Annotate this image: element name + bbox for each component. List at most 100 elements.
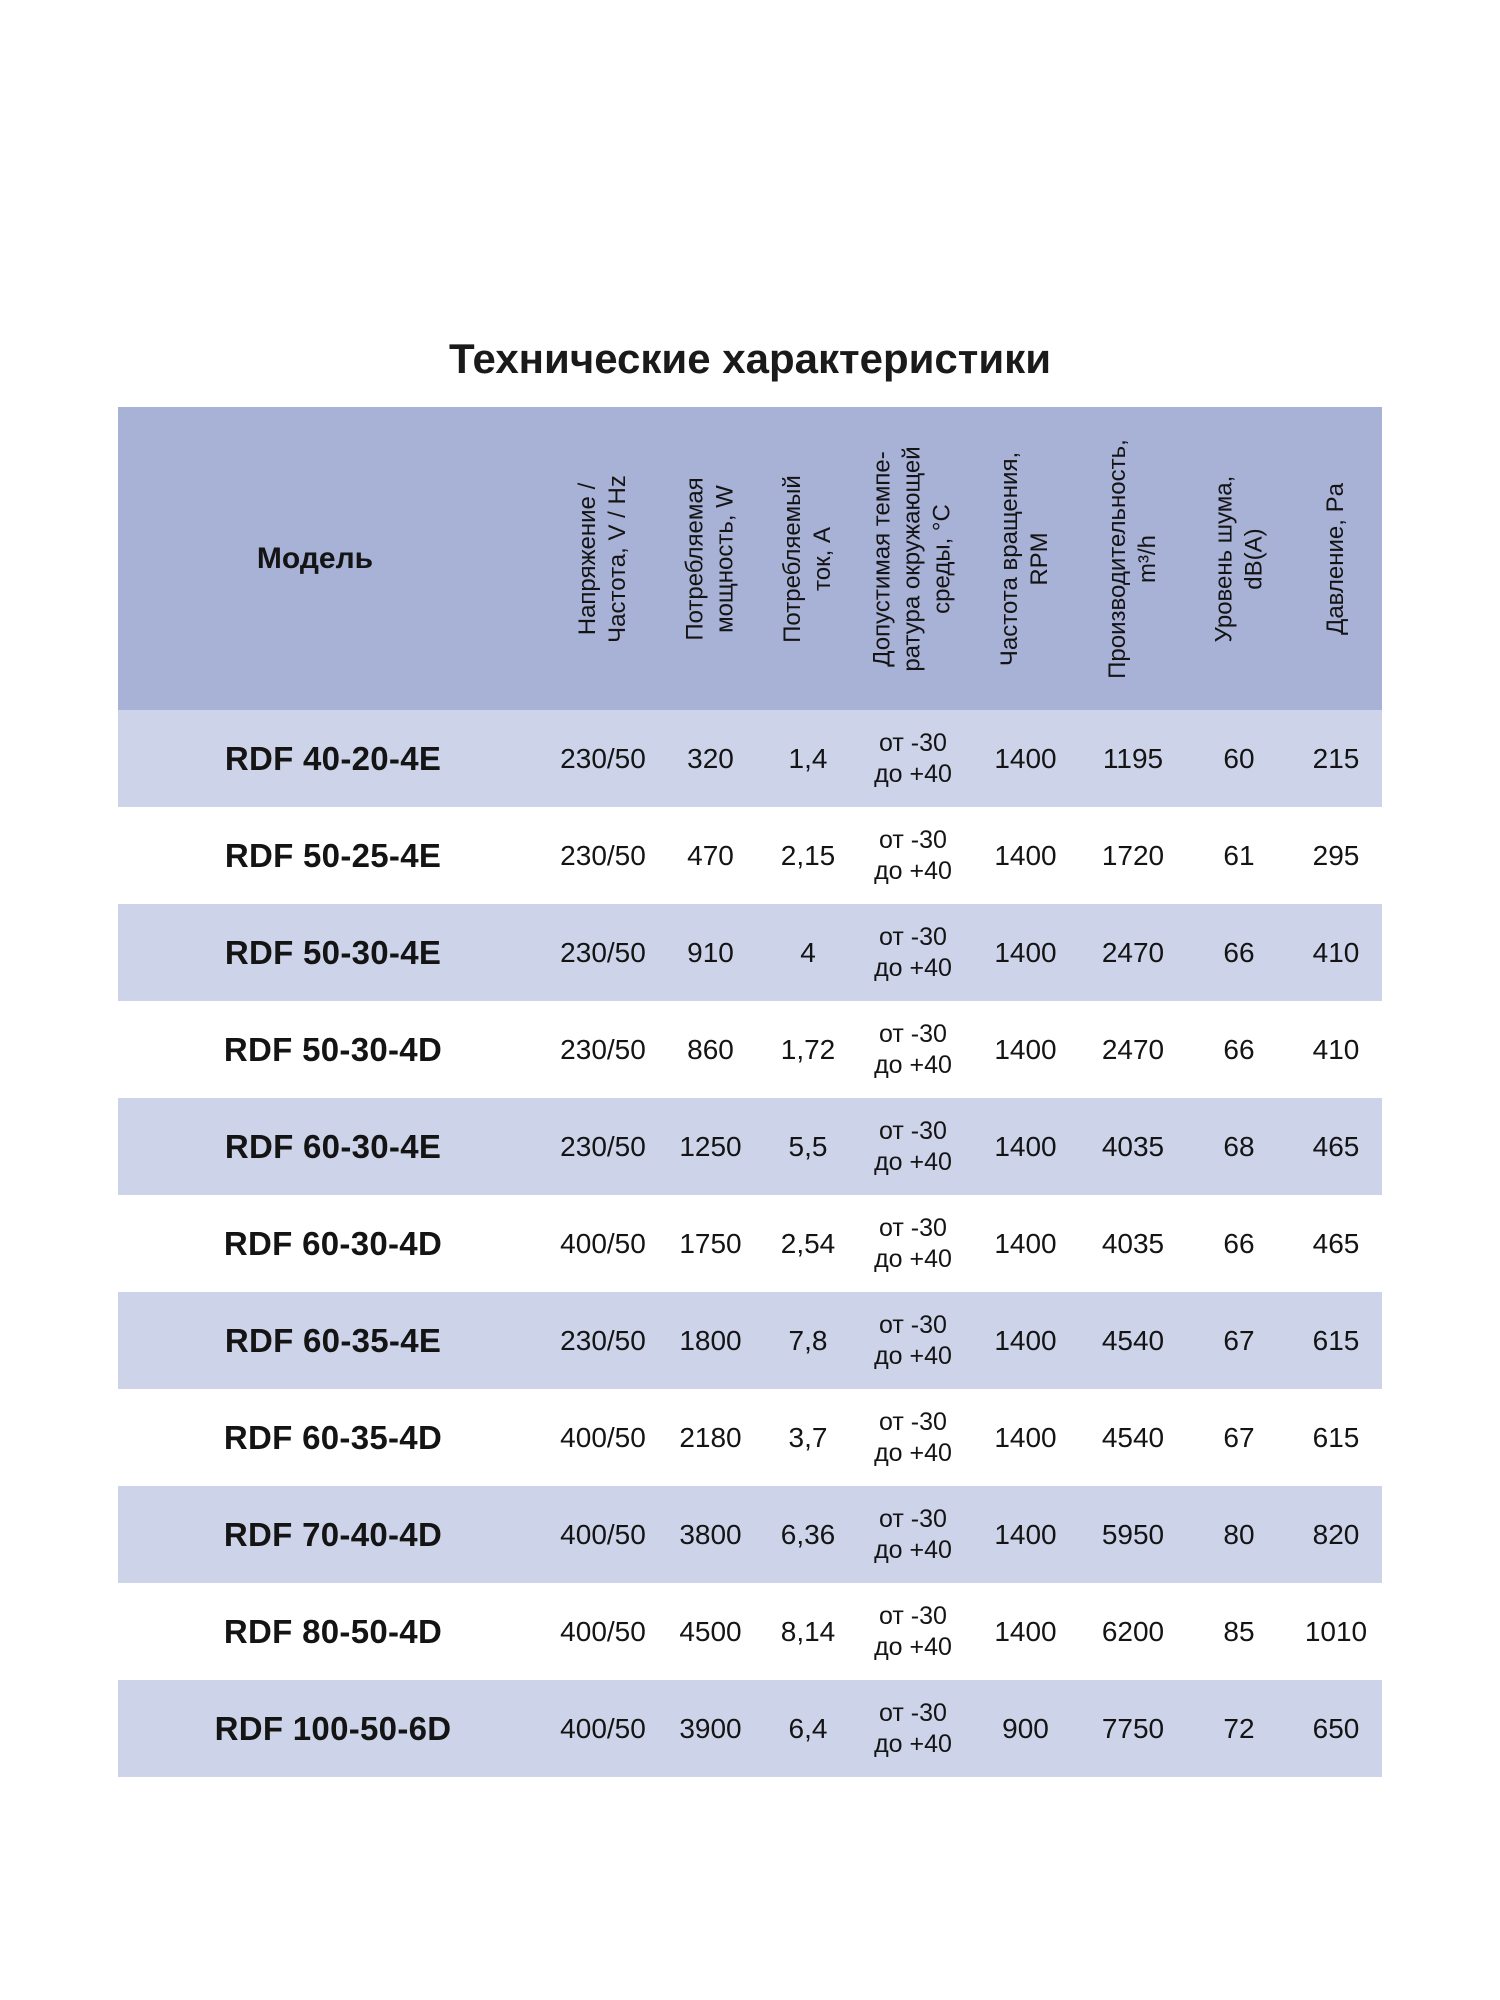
cell-noise: 67 — [1223, 1324, 1255, 1356]
cell-current: 4 — [800, 936, 816, 968]
page-title: Технические характеристики — [448, 335, 1052, 382]
cell-rpm: 1400 — [994, 1518, 1057, 1550]
cell-noise: 66 — [1223, 1227, 1255, 1259]
header-voltage-label: Напряжение / Частота, V / Hz — [574, 474, 632, 643]
model-cell: RDF 60-30-4E — [224, 1127, 442, 1165]
model-cell: RDF 40-20-4E — [224, 739, 442, 777]
header-pressure: Давление, Pa — [1290, 407, 1382, 710]
cell-pressure: 465 — [1312, 1130, 1360, 1162]
model-cell: RDF 80-50-4D — [223, 1612, 443, 1650]
model-cell: RDF 50-30-4E — [224, 933, 442, 971]
cell-current: 2,15 — [780, 839, 836, 871]
cell-airflow: 4540 — [1101, 1421, 1165, 1453]
cell-voltage: 230/50 — [560, 742, 646, 774]
cell-current: 8,14 — [780, 1615, 836, 1647]
header-power: Потребляемая мощность, W — [658, 407, 763, 710]
cell-rpm: 1400 — [994, 1421, 1057, 1453]
spec-table: Модель Напряжение / Частота, V / Hz Потр… — [118, 407, 1382, 1777]
cell-voltage: 230/50 — [560, 1033, 646, 1065]
cell-noise: 66 — [1223, 936, 1255, 968]
cell-airflow: 4035 — [1101, 1130, 1165, 1162]
cell-voltage: 400/50 — [560, 1518, 646, 1550]
cell-temperature: от -30 до +40 — [874, 1601, 952, 1661]
cell-current: 3,7 — [788, 1421, 828, 1453]
header-airflow-label: Производительность, m³/h — [1104, 438, 1161, 679]
cell-airflow: 4035 — [1101, 1227, 1165, 1259]
cell-pressure: 615 — [1312, 1421, 1360, 1453]
cell-voltage: 230/50 — [560, 1130, 646, 1162]
cell-airflow: 6200 — [1101, 1615, 1165, 1647]
cell-rpm: 1400 — [994, 1130, 1057, 1162]
header-temperature-label: Допустимая темпе- ратура окружающей сред… — [869, 445, 957, 672]
cell-power: 2180 — [679, 1421, 742, 1453]
cell-airflow: 2470 — [1101, 936, 1165, 968]
header-rpm-label: Частота вращения, RPM — [996, 451, 1054, 666]
model-cell: RDF 60-30-4D — [223, 1224, 443, 1262]
cell-pressure: 295 — [1312, 839, 1360, 871]
model-cell: RDF 70-40-4D — [223, 1515, 443, 1553]
cell-current: 2,54 — [780, 1227, 836, 1259]
cell-noise: 66 — [1223, 1033, 1255, 1065]
cell-power: 320 — [687, 742, 734, 774]
header-noise-label: Уровень шума, dB(A) — [1210, 475, 1267, 642]
table-row: RDF 60-35-4D 400/50 2180 3,7 от -30 до +… — [118, 1389, 1382, 1486]
cell-voltage: 230/50 — [560, 839, 646, 871]
table-row: RDF 60-30-4E 230/50 1250 5,5 от -30 до +… — [118, 1098, 1382, 1195]
model-cell: RDF 50-25-4E — [224, 836, 442, 874]
cell-power: 860 — [687, 1033, 734, 1065]
cell-voltage: 400/50 — [560, 1227, 646, 1259]
cell-temperature: от -30 до +40 — [874, 1407, 952, 1467]
cell-airflow: 1720 — [1101, 839, 1165, 871]
header-pressure-label: Давление, Pa — [1322, 482, 1350, 635]
cell-noise: 68 — [1223, 1130, 1255, 1162]
table-row: RDF 80-50-4D 400/50 4500 8,14 от -30 до … — [118, 1583, 1382, 1680]
table-row: RDF 100-50-6D 400/50 3900 6,4 от -30 до … — [118, 1680, 1382, 1777]
cell-pressure: 615 — [1312, 1324, 1360, 1356]
header-airflow: Производительность, m³/h — [1078, 407, 1188, 710]
cell-rpm: 1400 — [994, 839, 1057, 871]
model-cell: RDF 100-50-6D — [214, 1709, 452, 1747]
cell-power: 4500 — [679, 1615, 742, 1647]
header-temperature: Допустимая темпе- ратура окружающей сред… — [853, 407, 973, 710]
table-row: RDF 40-20-4E 230/50 320 1,4 от -30 до +4… — [118, 710, 1382, 807]
cell-noise: 85 — [1223, 1615, 1255, 1647]
cell-power: 1750 — [679, 1227, 742, 1259]
cell-pressure: 215 — [1312, 742, 1360, 774]
table-row: RDF 60-30-4D 400/50 1750 2,54 от -30 до … — [118, 1195, 1382, 1292]
cell-pressure: 650 — [1312, 1712, 1360, 1744]
cell-rpm: 1400 — [994, 1227, 1057, 1259]
cell-power: 3800 — [679, 1518, 742, 1550]
cell-power: 3900 — [679, 1712, 742, 1744]
cell-voltage: 400/50 — [560, 1421, 646, 1453]
cell-airflow: 4540 — [1101, 1324, 1165, 1356]
cell-pressure: 465 — [1312, 1227, 1360, 1259]
cell-airflow: 2470 — [1101, 1033, 1165, 1065]
cell-voltage: 400/50 — [560, 1615, 646, 1647]
cell-voltage: 230/50 — [560, 936, 646, 968]
header-noise: Уровень шума, dB(A) — [1188, 407, 1290, 710]
cell-temperature: от -30 до +40 — [874, 1213, 952, 1273]
cell-rpm: 900 — [1002, 1712, 1049, 1744]
cell-pressure: 820 — [1312, 1518, 1360, 1550]
table-row: RDF 50-30-4E 230/50 910 4 от -30 до +40 … — [118, 904, 1382, 1001]
cell-rpm: 1400 — [994, 1324, 1057, 1356]
cell-temperature: от -30 до +40 — [874, 1698, 952, 1758]
cell-current: 7,8 — [788, 1324, 828, 1356]
cell-noise: 60 — [1223, 742, 1255, 774]
cell-temperature: от -30 до +40 — [874, 1504, 952, 1564]
cell-pressure: 410 — [1312, 1033, 1360, 1065]
header-voltage: Напряжение / Частота, V / Hz — [548, 407, 658, 710]
table-row: RDF 60-35-4E 230/50 1800 7,8 от -30 до +… — [118, 1292, 1382, 1389]
cell-current: 5,5 — [788, 1130, 828, 1162]
cell-pressure: 410 — [1312, 936, 1360, 968]
cell-temperature: от -30 до +40 — [874, 922, 952, 982]
cell-rpm: 1400 — [994, 936, 1057, 968]
cell-noise: 61 — [1223, 839, 1255, 871]
cell-voltage: 230/50 — [560, 1324, 646, 1356]
table-header-row: Модель Напряжение / Частота, V / Hz Потр… — [118, 407, 1382, 710]
header-rpm: Частота вращения, RPM — [973, 407, 1078, 710]
model-cell: RDF 50-30-4D — [223, 1030, 443, 1068]
cell-current: 6,36 — [780, 1518, 836, 1550]
cell-airflow: 1195 — [1102, 742, 1164, 774]
